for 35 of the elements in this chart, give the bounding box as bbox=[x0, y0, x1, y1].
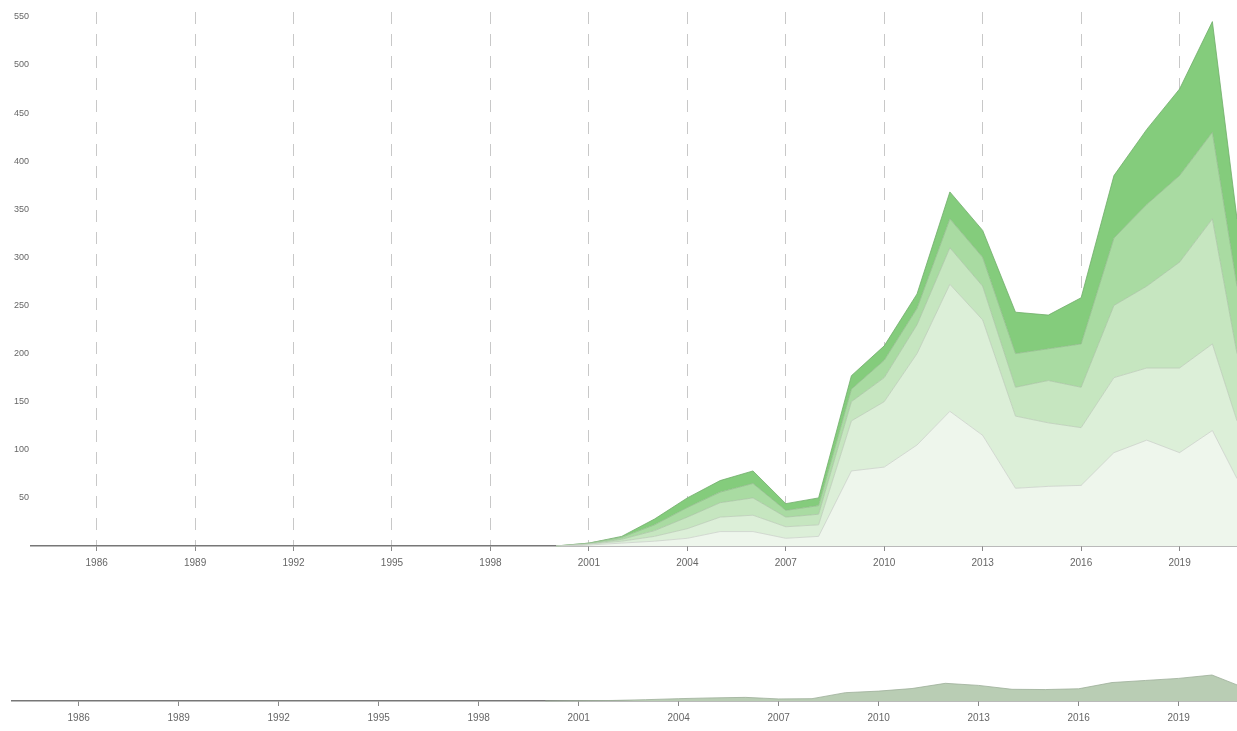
x-tick-label: 2007 bbox=[767, 711, 791, 723]
x-tick-label: 2004 bbox=[667, 711, 691, 723]
y-tick-label: 50 bbox=[19, 492, 30, 503]
x-tick-label: 1998 bbox=[479, 556, 502, 568]
x-tick-label: 1992 bbox=[282, 556, 306, 568]
y-tick-label: 200 bbox=[13, 348, 30, 359]
x-tick-label: 1989 bbox=[183, 556, 207, 568]
y-tick-label: 400 bbox=[13, 155, 30, 166]
x-tick-label: 1992 bbox=[267, 711, 291, 723]
y-tick-label: 100 bbox=[13, 444, 30, 455]
x-tick-label: 2019 bbox=[1167, 711, 1191, 723]
x-tick-label: 2016 bbox=[1070, 556, 1093, 568]
y-tick-label: 500 bbox=[13, 59, 30, 70]
y-tick-label: 150 bbox=[13, 396, 30, 407]
x-tick-label: 1995 bbox=[380, 556, 404, 568]
x-tick-label: 1995 bbox=[367, 711, 391, 723]
x-tick-label: 2004 bbox=[676, 556, 699, 568]
x-tick-label: 2013 bbox=[971, 556, 995, 568]
y-tick-label: 300 bbox=[13, 251, 30, 262]
y-tick-label: 250 bbox=[13, 299, 30, 310]
x-tick-label: 2010 bbox=[873, 556, 896, 568]
x-tick-label: 1989 bbox=[167, 711, 191, 723]
x-tick-label: 2019 bbox=[1168, 556, 1192, 568]
x-tick-label: 1986 bbox=[85, 556, 109, 568]
x-tick-label: 2016 bbox=[1067, 711, 1091, 723]
x-tick-label: 2007 bbox=[774, 556, 798, 568]
x-tick-label: 2013 bbox=[967, 711, 991, 723]
y-tick-label: 450 bbox=[13, 107, 30, 118]
y-tick-label: 350 bbox=[13, 203, 30, 214]
x-tick-label: 2001 bbox=[577, 556, 601, 568]
x-tick-label: 1986 bbox=[67, 711, 91, 723]
x-tick-label: 2001 bbox=[567, 711, 591, 723]
y-tick-label: 550 bbox=[13, 11, 30, 22]
x-tick-label: 2010 bbox=[867, 711, 891, 723]
x-tick-label: 1998 bbox=[467, 711, 491, 723]
